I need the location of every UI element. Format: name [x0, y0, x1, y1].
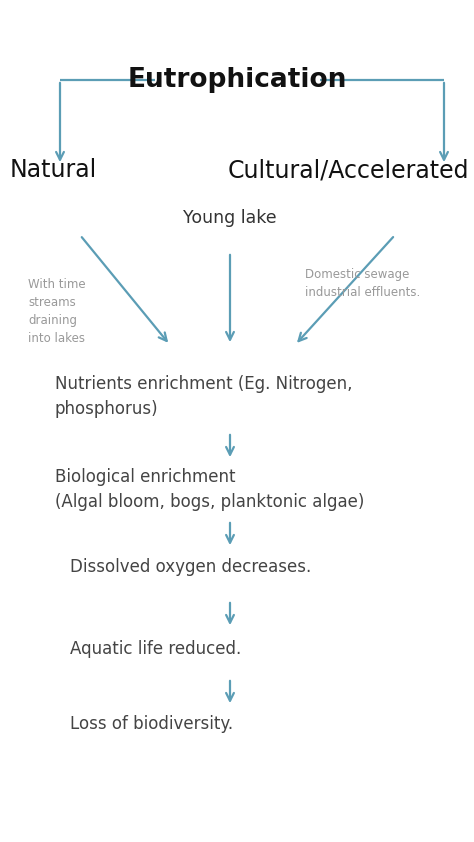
Text: Dissolved oxygen decreases.: Dissolved oxygen decreases. [70, 558, 311, 576]
Text: Loss of biodiversity.: Loss of biodiversity. [70, 715, 233, 733]
Text: Young lake: Young lake [183, 209, 277, 227]
Text: Nutrients enrichment (Eg. Nitrogen,
phosphorus): Nutrients enrichment (Eg. Nitrogen, phos… [55, 375, 353, 418]
Text: Natural: Natural [10, 158, 97, 182]
Text: Aquatic life reduced.: Aquatic life reduced. [70, 640, 241, 658]
Text: Eutrophication: Eutrophication [128, 67, 346, 93]
Text: With time
streams
draining
into lakes: With time streams draining into lakes [28, 278, 86, 345]
Text: Cultural/Accelerated: Cultural/Accelerated [228, 158, 469, 182]
Text: Biological enrichment
(Algal bloom, bogs, planktonic algae): Biological enrichment (Algal bloom, bogs… [55, 468, 365, 511]
Text: Domestic sewage
industrial effluents.: Domestic sewage industrial effluents. [305, 268, 420, 299]
